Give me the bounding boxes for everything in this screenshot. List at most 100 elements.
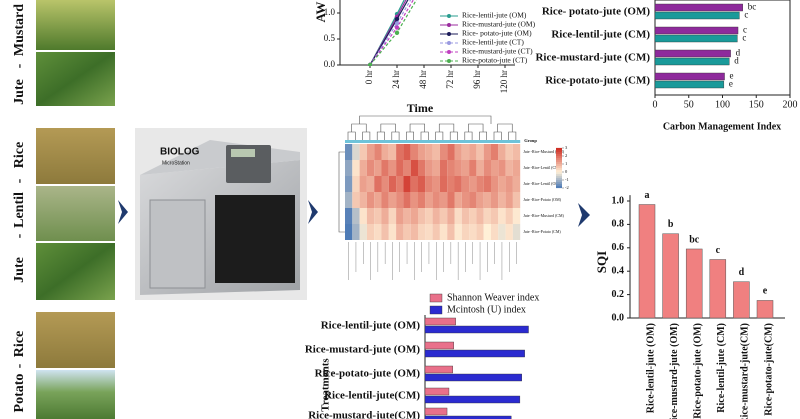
heat-cell <box>374 224 382 240</box>
bar <box>756 300 774 319</box>
heat-cell <box>425 160 433 176</box>
x-tick-label: 100 <box>715 99 730 110</box>
y-tick-label: 0.0 <box>324 59 336 69</box>
category-label: Rice-lentil-jute (CM) <box>551 29 650 41</box>
bar <box>654 49 731 58</box>
bar <box>654 34 738 43</box>
heat-cell <box>396 160 404 176</box>
heat-cell <box>425 144 433 160</box>
significance-letter: d <box>734 56 739 66</box>
heat-cell <box>439 224 448 240</box>
y-tick-label: 0.4 <box>612 265 625 276</box>
crop-label: Mustard <box>12 4 27 56</box>
device-model: MicroStation <box>162 160 190 166</box>
y-axis-label: Treatments <box>320 358 332 412</box>
heat-cell <box>410 208 418 224</box>
heat-cell <box>381 224 389 240</box>
colorbar-step <box>556 175 562 179</box>
colorbar-step <box>556 171 562 175</box>
dendrogram <box>468 123 484 132</box>
heat-cell <box>345 160 353 176</box>
significance-letter: e <box>763 286 768 297</box>
x-tick-label: 0 hr <box>364 70 374 84</box>
dendrogram <box>351 123 367 132</box>
heat-cell <box>461 144 470 160</box>
group-header: Group <box>524 138 537 143</box>
bar <box>654 72 725 81</box>
significance-letter: bc <box>689 234 700 245</box>
heat-cell <box>447 224 455 240</box>
heat-cell <box>418 192 426 208</box>
heat-cell <box>461 192 470 208</box>
point <box>394 21 400 26</box>
heat-cell <box>512 144 521 160</box>
heat-cell <box>374 176 382 192</box>
significance-letter: a <box>645 190 650 201</box>
bar <box>424 365 453 374</box>
bar <box>424 317 456 326</box>
legend-swatch <box>429 305 443 315</box>
colorbar-step <box>556 177 562 181</box>
legend-marker <box>447 23 451 27</box>
category-label: Rice- potato-jute (OM) <box>542 6 650 18</box>
heat-cell <box>366 160 375 176</box>
colorbar-step <box>556 181 562 185</box>
heat-cell <box>366 176 375 192</box>
significance-letter: d <box>736 48 741 58</box>
heat-cell <box>491 192 499 208</box>
y-tick-label: 0.6 <box>612 242 625 253</box>
heat-cell <box>461 208 470 224</box>
colorbar-step <box>556 147 562 151</box>
category-label: Rice-lentil-jute (OM) <box>321 320 421 332</box>
device-screen <box>231 149 255 157</box>
x-tick-label: 72 hr <box>445 70 455 89</box>
heat-cell <box>352 192 360 208</box>
heat-cell <box>461 176 470 192</box>
y-tick-label: 1.0 <box>324 7 336 17</box>
heat-cell <box>505 224 513 240</box>
x-tick-label: Rice-lentil-jute (OM) <box>645 323 656 413</box>
heat-cell <box>388 176 397 192</box>
bar <box>424 387 450 396</box>
heat-cell <box>454 144 462 160</box>
heat-cell <box>425 192 433 208</box>
series-line <box>369 0 412 66</box>
bar <box>733 281 750 319</box>
heat-cell <box>374 208 382 224</box>
row-label: Jute -Rice-Potato (OM) <box>523 197 561 202</box>
dendrogram <box>362 131 371 140</box>
heat-cell <box>403 176 411 192</box>
x-tick-label: Rice-potato-jute(CM) <box>763 323 774 416</box>
crop-label: Lentil <box>12 192 27 228</box>
heat-cell <box>476 208 484 224</box>
heat-cell <box>425 224 433 240</box>
y-tick-label: 1.0 <box>612 195 625 206</box>
colorbar-step <box>556 185 562 189</box>
heat-cell <box>505 144 513 160</box>
heat-cell <box>381 192 389 208</box>
crop-label: Potato <box>12 374 27 413</box>
legend-label: Shannon Weaver index <box>447 292 539 303</box>
colorbar-step <box>556 155 562 159</box>
heat-cell <box>388 160 397 176</box>
dendrogram <box>508 131 517 140</box>
heat-cell <box>476 160 484 176</box>
significance-letter: c <box>716 245 721 256</box>
heat-cell <box>454 224 462 240</box>
heat-cell <box>432 144 440 160</box>
crop-label: - <box>12 63 27 68</box>
heat-cell <box>483 192 491 208</box>
heat-cell <box>432 224 440 240</box>
colorbar-label: -1 <box>565 177 569 182</box>
significance-letter: e <box>729 79 733 89</box>
heat-cell <box>410 224 418 240</box>
legend-label: Rice-potato-jute (CT) <box>462 56 528 65</box>
y-tick-label: 0.5 <box>324 33 336 43</box>
heat-cell <box>483 144 491 160</box>
y-tick-label: 0.0 <box>612 312 625 323</box>
heat-cell <box>483 224 491 240</box>
x-axis-label: Time <box>407 101 434 115</box>
x-tick-label: 150 <box>749 99 764 110</box>
colorbar-label: 0 <box>565 169 568 174</box>
dendrogram <box>347 131 356 140</box>
